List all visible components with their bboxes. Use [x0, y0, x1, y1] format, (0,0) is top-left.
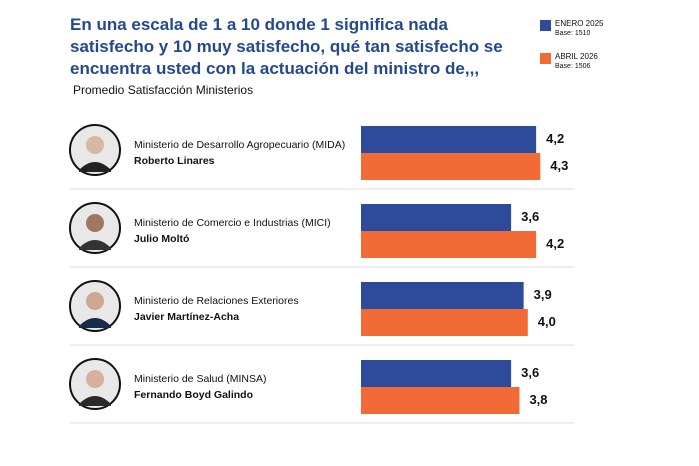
- value-label: 4,3: [550, 158, 568, 173]
- bar: [361, 126, 537, 153]
- bar: [361, 360, 512, 387]
- value-label: 4,0: [538, 314, 556, 329]
- legend-swatch: [540, 53, 551, 64]
- category-label: Ministerio de Relaciones Exteriores: [134, 295, 299, 307]
- value-label: 3,6: [521, 365, 539, 380]
- value-label: 3,8: [529, 392, 547, 407]
- category-label: Ministerio de Comercio e Industrias (MIC…: [134, 217, 331, 229]
- minister-name: Roberto Linares: [134, 155, 215, 167]
- legend-base: Base: 1506: [555, 63, 591, 70]
- bar: [361, 282, 524, 309]
- legend-label: ABRIL 2026: [555, 52, 598, 61]
- category-label: Ministerio de Desarrollo Agropecuario (M…: [134, 139, 345, 151]
- chart-title: En una escala de 1 a 10 donde 1 signific…: [70, 15, 503, 78]
- minister-name: Javier Martínez-Acha: [134, 311, 239, 323]
- legend-swatch: [540, 20, 551, 31]
- bar: [361, 231, 537, 258]
- minister-name: Fernando Boyd Galindo: [134, 389, 253, 401]
- category-label: Ministerio de Salud (MINSA): [134, 373, 266, 385]
- bar: [361, 387, 520, 414]
- minister-name: Julio Moltó: [134, 233, 189, 245]
- value-label: 4,2: [546, 131, 564, 146]
- value-label: 3,9: [534, 287, 552, 302]
- legend-label: ENERO 2025: [555, 19, 604, 28]
- photos: [69, 124, 121, 410]
- bar: [361, 309, 528, 336]
- value-label: 3,6: [521, 209, 539, 224]
- bar: [361, 153, 541, 180]
- bar: [361, 204, 512, 231]
- value-label: 4,2: [546, 236, 564, 251]
- legend-base: Base: 1510: [555, 30, 591, 37]
- subtitle: Promedio Satisfacción Ministerios: [73, 83, 253, 97]
